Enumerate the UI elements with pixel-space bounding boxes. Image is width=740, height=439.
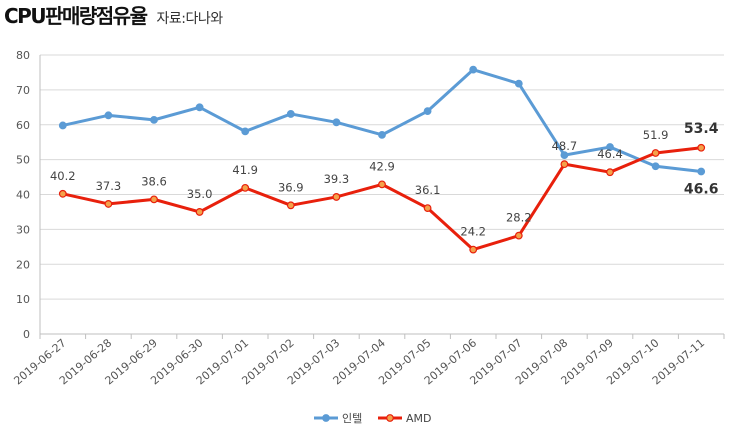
data-label-amd: 51.9 [643, 128, 669, 142]
y-tick-label: 0 [23, 328, 30, 341]
data-point-amd [150, 195, 158, 204]
legend-label-intel: 인텔 [342, 412, 362, 425]
y-tick-label: 40 [16, 189, 30, 202]
legend-marker-amd [386, 414, 394, 422]
y-tick-label: 30 [16, 223, 30, 236]
data-point-amd [378, 180, 386, 189]
data-point-intel [104, 111, 113, 120]
data-point-intel [423, 107, 432, 116]
data-label-amd: 40.2 [50, 169, 76, 183]
data-label-amd: 46.4 [597, 147, 623, 161]
data-label-amd: 48.7 [552, 139, 578, 153]
data-point-amd [58, 189, 67, 198]
data-label-amd: 42.9 [369, 159, 395, 173]
chart-source: 자료:다나와 [156, 11, 223, 27]
gridlines [39, 54, 725, 339]
y-tick-label: 80 [16, 49, 30, 62]
data-label-amd: 36.1 [415, 183, 441, 197]
chart-header: CPU판매량점유율 자료:다나와 [4, 0, 223, 34]
x-axis-ticks: 2019-06-272019-06-282019-06-292019-06-30… [11, 336, 707, 387]
data-label-amd: 53.4 [684, 121, 719, 137]
y-tick-label: 10 [16, 293, 30, 306]
data-point-amd [560, 160, 569, 169]
data-label-amd: 36.9 [278, 180, 304, 194]
y-tick-label: 20 [16, 258, 30, 271]
data-point-intel [241, 127, 250, 136]
data-point-amd [469, 245, 478, 254]
data-point-intel [332, 118, 341, 127]
series-lines [58, 65, 706, 254]
legend-label-amd: AMD [406, 412, 432, 425]
data-point-amd [423, 204, 432, 213]
data-point-intel [58, 121, 67, 130]
data-point-amd [697, 143, 706, 152]
data-point-amd [332, 193, 341, 201]
legend-marker-intel [322, 414, 330, 422]
data-label-amd: 28.2 [506, 211, 532, 225]
data-point-amd [514, 231, 523, 240]
data-point-intel [378, 130, 386, 139]
y-tick-label: 70 [16, 84, 30, 97]
data-point-amd [241, 183, 250, 192]
data-point-intel [606, 143, 614, 151]
data-point-intel [697, 167, 706, 176]
data-point-intel [560, 151, 569, 159]
data-point-intel [286, 110, 295, 118]
y-tick-label: 50 [16, 154, 30, 167]
y-tick-label: 60 [16, 119, 30, 132]
data-label-amd: 37.3 [96, 179, 122, 193]
data-label-amd: 39.3 [324, 172, 350, 186]
data-point-intel [195, 103, 204, 112]
data-point-intel [150, 115, 158, 124]
y-axis-ticks: 0 10 20 30 40 50 60 70 80 [16, 49, 30, 341]
data-point-amd [606, 168, 614, 177]
data-point-intel [651, 162, 660, 171]
data-point-amd [195, 208, 204, 216]
data-point-intel [514, 79, 523, 88]
legend: 인텔 AMD [314, 412, 432, 425]
data-point-intel [469, 65, 478, 74]
chart-title: CPU판매량점유율 [4, 4, 148, 28]
data-label-amd: 41.9 [232, 163, 258, 177]
data-label-intel: 46.6 [684, 181, 719, 197]
data-point-amd [286, 201, 295, 210]
data-point-amd [104, 200, 113, 208]
data-label-amd: 35.0 [187, 187, 213, 201]
data-label-amd: 38.6 [141, 174, 167, 188]
data-point-amd [651, 149, 660, 157]
data-labels: 46.6 40.2 37.3 38.6 35.0 41.9 36.9 39.3 42.9 36.1… [50, 121, 719, 239]
data-label-amd: 24.2 [460, 225, 486, 239]
